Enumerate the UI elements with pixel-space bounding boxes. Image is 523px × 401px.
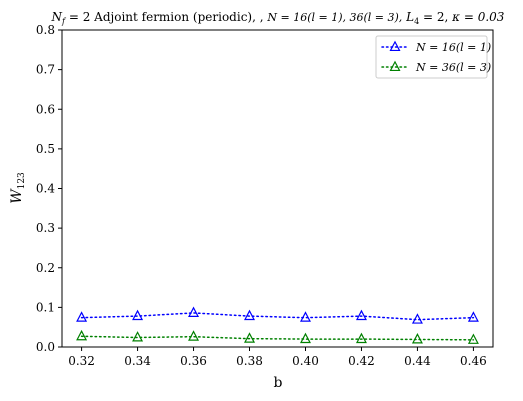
legend-item: N = 36(l = 3)	[381, 60, 491, 74]
title-n-expr: N = 16(l = 1), 36(l = 3),	[266, 11, 402, 24]
data-point	[355, 332, 367, 344]
title-nf-eq: = 2 Adjoint fermion (periodic), ,	[65, 10, 267, 24]
data-point	[411, 333, 423, 344]
legend-box	[375, 35, 488, 79]
x-tick-label: 0.44	[404, 354, 431, 368]
legend: N = 16(l = 1) N = 36(l = 3)	[375, 35, 491, 79]
legend-marker	[389, 40, 401, 52]
data-point	[132, 309, 144, 321]
data-point	[244, 309, 256, 321]
x-tick-label: 0.36	[180, 354, 207, 368]
data-point	[467, 311, 479, 322]
x-axis-label: b	[274, 375, 283, 391]
x-tick-label: 0.42	[348, 354, 375, 368]
data-point	[132, 331, 144, 342]
data-point	[244, 332, 256, 343]
y-tick-label: 0.1	[36, 300, 55, 314]
title-kappa: κ = 0.03	[451, 10, 505, 24]
title-l4: L	[405, 10, 414, 24]
series-1	[76, 306, 479, 324]
x-tick-label: 0.40	[292, 354, 319, 368]
data-point	[467, 333, 479, 344]
y-axis-label: W123	[9, 172, 27, 204]
legend-item: N = 16(l = 1)	[381, 40, 491, 54]
y-tick-label: 0.5	[36, 142, 55, 156]
data-point	[299, 311, 311, 322]
data-point	[188, 330, 200, 341]
series-2	[76, 329, 479, 344]
x-tick-label: 0.34	[124, 354, 151, 368]
data-point	[299, 332, 311, 344]
title-l4-sub: 4	[414, 17, 419, 26]
x-tick-label: 0.38	[236, 354, 263, 368]
y-tick-label: 0.6	[36, 102, 55, 116]
title-nf-sub: f	[61, 17, 67, 26]
x-tick-label: 0.46	[460, 354, 487, 368]
y-tick-label: 0.0	[36, 340, 55, 354]
y-tick-label: 0.2	[36, 261, 55, 275]
y-tick-label: 0.8	[36, 23, 55, 37]
y-axis: 0.0 0.1 0.2 0.3 0.4 0.5 0.6 0.7 0.8	[36, 23, 62, 354]
legend-marker	[389, 60, 401, 72]
legend-label: N = 16(l = 1)	[415, 41, 491, 54]
legend-label: N = 36(l = 3)	[415, 61, 491, 74]
title-l4-eq: = 2,	[419, 10, 448, 24]
title-nf: N	[51, 10, 63, 24]
x-axis: 0.32 0.34 0.36 0.38 0.40 0.42 0.44 0.46	[68, 347, 487, 368]
x-tick-label: 0.32	[68, 354, 95, 368]
data-point	[411, 313, 423, 324]
data-point	[76, 311, 88, 322]
y-tick-label: 0.3	[36, 221, 55, 235]
y-tick-label: 0.7	[36, 63, 55, 77]
data-point	[188, 306, 200, 317]
y-tick-label: 0.4	[36, 182, 55, 196]
data-point	[76, 329, 88, 341]
data-point	[355, 309, 367, 321]
chart-title: Nf = 2 Adjoint fermion (periodic), , N =…	[51, 10, 505, 26]
